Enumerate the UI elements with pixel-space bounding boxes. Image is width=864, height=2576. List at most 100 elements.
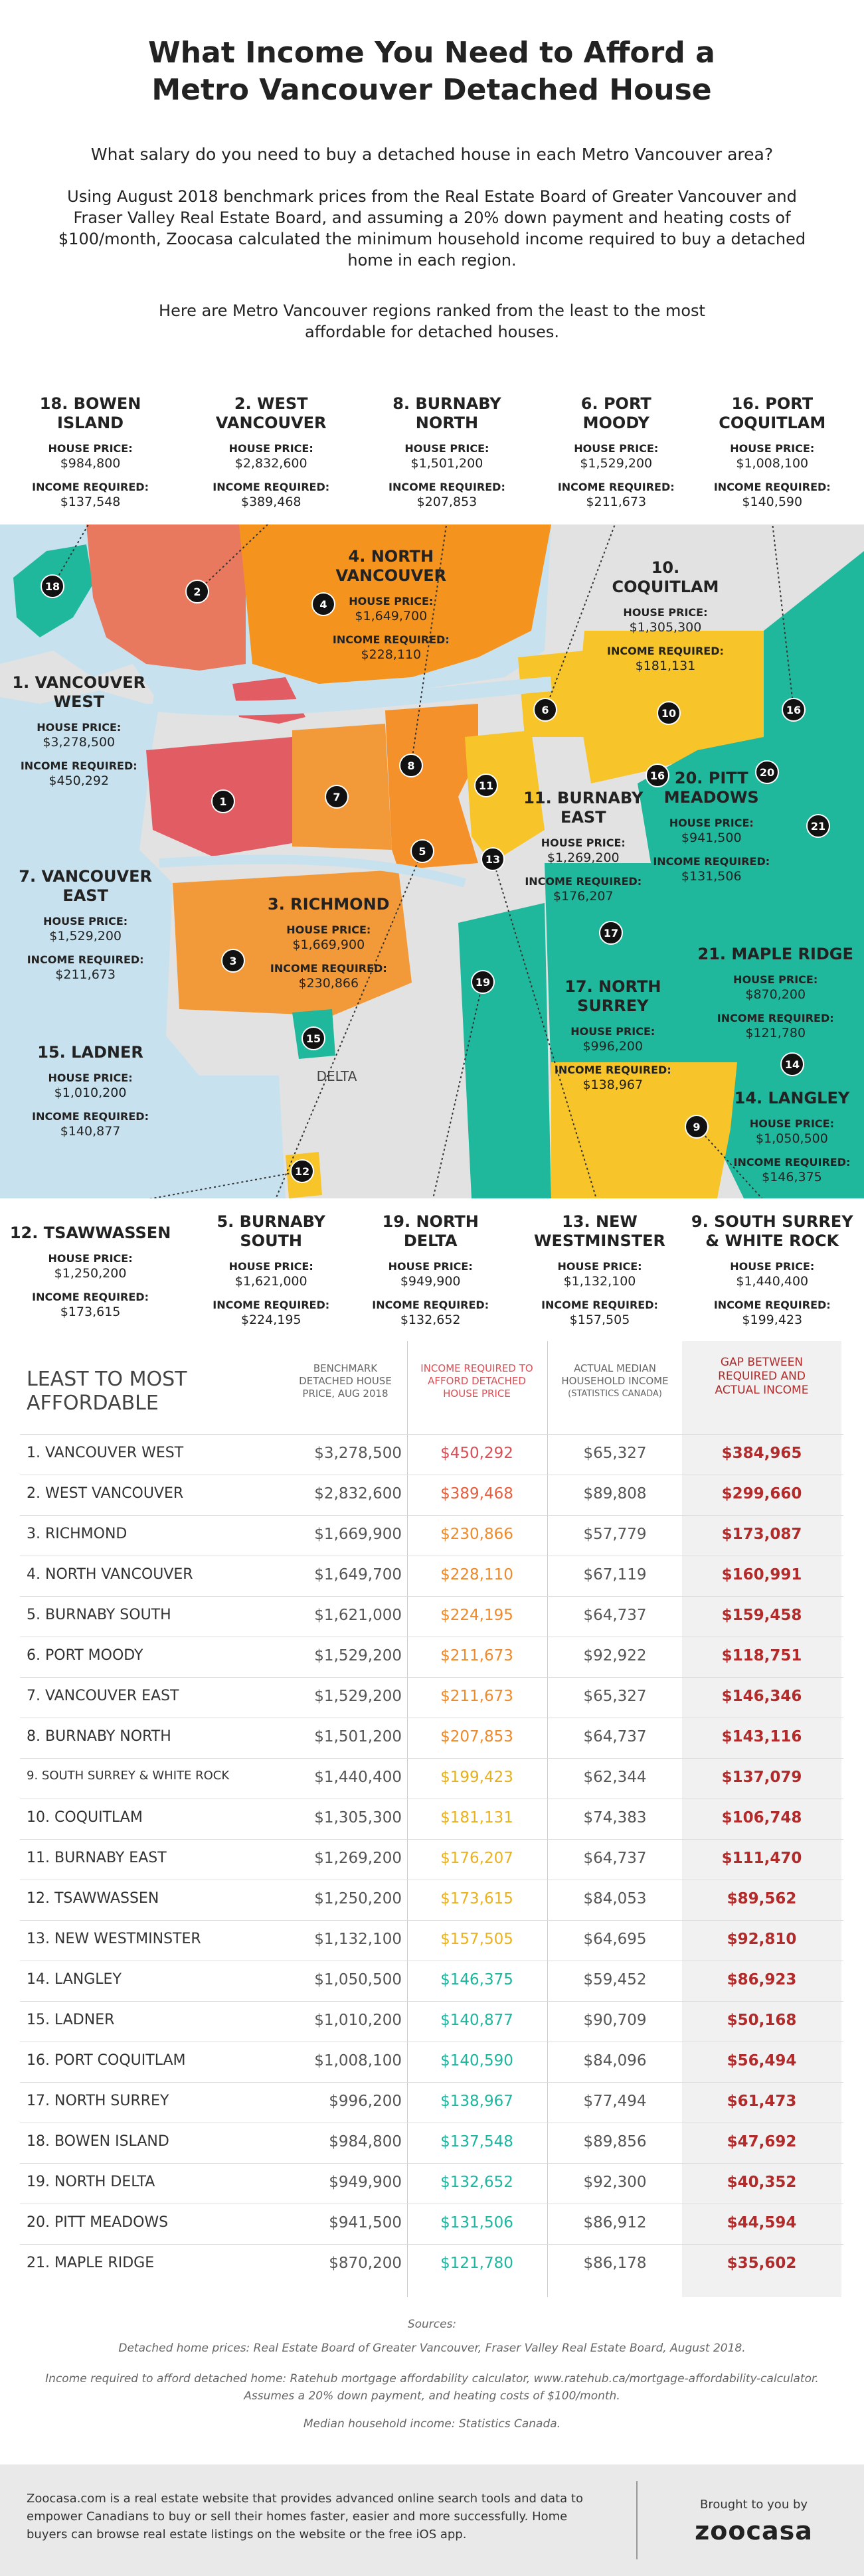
region-marker-number: 9: [693, 1121, 700, 1133]
region-label: 14. LANGLEY HOUSE PRICE: $1,050,500 INCOME …: [692, 1089, 864, 1185]
row-divider: [20, 2001, 843, 2002]
source-line: Assumes a 20% down payment, and heating …: [244, 2389, 620, 2403]
house-price: $1,621,000: [234, 1273, 307, 1289]
house-price: $1,501,200: [410, 455, 483, 471]
income-required: $211,673: [440, 1647, 513, 1664]
leader-line: [772, 524, 794, 710]
region-name: 15. LADNER: [27, 2012, 115, 2028]
region-marker: [599, 921, 623, 945]
region-name: 6. PORT MOODY: [27, 1647, 143, 1664]
region-marker-number: 6: [541, 704, 549, 716]
house-price-label: HOUSE PRICE:: [37, 721, 122, 734]
region-south-surrey: [551, 1062, 737, 1198]
source-line: Detached home prices: Real Estate Board …: [118, 2342, 746, 2355]
ranking-note: Here are Metro Vancouver regions ranked …: [159, 301, 705, 341]
leader-line: [545, 524, 616, 710]
income-label: INCOME REQUIRED:: [213, 1298, 330, 1311]
row-divider: [20, 2163, 843, 2164]
house-price-label: HOUSE PRICE:: [404, 442, 489, 455]
region-marker: [221, 949, 245, 973]
row-divider: [20, 2082, 843, 2083]
row-divider: [20, 2244, 843, 2245]
median-income: $64,737: [583, 1728, 647, 1745]
region-title: SOUTH: [240, 1231, 303, 1250]
region-label: 17. NORTH SURREY HOUSE PRICE: $996,200 INCOM…: [513, 977, 713, 1093]
region-title: MEADOWS: [663, 787, 759, 807]
row-divider: [20, 1434, 843, 1435]
column-header: BENCHMARK DETACHED HOUSE PRICE, AUG 2018: [299, 1362, 392, 1400]
median-income: $57,779: [583, 1526, 647, 1543]
income-gap: $160,991: [721, 1566, 802, 1583]
income-required: $450,292: [440, 1445, 513, 1462]
house-price-label: HOUSE PRICE:: [48, 1252, 133, 1265]
house-price: $1,649,700: [355, 608, 428, 623]
house-price: $984,800: [329, 2133, 402, 2150]
row-divider: [20, 1839, 843, 1840]
region-marker-number: 16: [650, 769, 665, 782]
house-price: $2,832,600: [314, 1485, 402, 1502]
region-marker-number: 19: [475, 976, 490, 989]
region-title: NORTH: [415, 413, 479, 432]
house-price-label: HOUSE PRICE:: [623, 606, 708, 619]
leader-line: [696, 1126, 763, 1198]
income-gap: $47,692: [727, 2133, 797, 2150]
region-marker-number: 8: [407, 760, 414, 772]
region-marker-number: 2: [193, 586, 201, 598]
region-title: COQUITLAM: [612, 578, 719, 597]
income-gap: $40,352: [727, 2174, 797, 2191]
region-title: MOODY: [582, 413, 649, 432]
region-title: 10.: [651, 558, 680, 578]
region-title: COQUITLAM: [719, 413, 826, 432]
region-marker: [806, 814, 830, 838]
house-price-label: HOUSE PRICE:: [228, 442, 313, 455]
region-marker: [290, 1159, 314, 1183]
region-label: 18. BOWEN ISLAND HOUSE PRICE: $984,800 INCOM…: [0, 394, 190, 510]
region-label: 6. PORT MOODY HOUSE PRICE: $1,529,200 INCOME…: [517, 394, 716, 510]
region-name: 12. TSAWWASSEN: [27, 1890, 159, 1907]
region-marker-number: 5: [418, 845, 426, 858]
income-label: INCOME REQUIRED:: [541, 1298, 658, 1311]
house-price: $2,832,600: [234, 455, 307, 471]
sources: Sources: Detached home prices: Real Esta…: [40, 2316, 824, 2433]
region-marker-number: 15: [306, 1032, 321, 1045]
region-surrey: [545, 863, 864, 1198]
region-name: 5. BURNABY SOUTH: [27, 1607, 171, 1623]
income-required: $211,673: [55, 967, 116, 983]
region-label: 3. RICHMOND HOUSE PRICE: $1,669,900 INCOME …: [229, 895, 428, 991]
income-required: $132,652: [400, 1312, 461, 1327]
region-title: 4. NORTH: [348, 546, 434, 566]
leader-line: [492, 858, 597, 1198]
income-required: $173,615: [60, 1305, 121, 1320]
region-title: 17. NORTH: [564, 977, 661, 997]
region-title: 14. LANGLEY: [734, 1089, 850, 1108]
region-marker-number: 11: [479, 779, 493, 792]
leader-line: [52, 524, 90, 587]
median-income: $89,808: [583, 1485, 647, 1502]
region-marker-number: 3: [229, 955, 236, 967]
income-label: INCOME REQUIRED:: [32, 1291, 149, 1304]
region-marker: [211, 789, 235, 813]
region-label: 2. WEST VANCOUVER HOUSE PRICE: $2,832,600 IN…: [171, 394, 371, 510]
income-required: $230,866: [440, 1526, 513, 1543]
median-income: $59,452: [583, 1971, 647, 1988]
region-label: 8. BURNABY NORTH HOUSE PRICE: $1,501,200 INC…: [347, 394, 547, 510]
income-label: INCOME REQUIRED:: [557, 480, 675, 493]
income-required: $146,375: [440, 1971, 513, 1988]
income-required: $181,131: [440, 1809, 513, 1826]
median-income: $62,344: [583, 1769, 647, 1786]
income-gap: $44,594: [727, 2214, 797, 2231]
region-marker: [410, 839, 434, 863]
income-label: INCOME REQUIRED:: [27, 953, 144, 967]
table: LEAST TO MOST AFFORDABLE BENCHMARK DETAC…: [0, 1341, 864, 2297]
income-gap: $50,168: [727, 2012, 797, 2029]
region-name: 18. BOWEN ISLAND: [27, 2133, 169, 2150]
row-divider: [20, 1515, 843, 1516]
region-title: 9. SOUTH SURREY: [691, 1212, 853, 1231]
region-name: 10. COQUITLAM: [27, 1809, 143, 1826]
region-marker: [302, 1026, 325, 1050]
leader-line: [410, 524, 448, 766]
house-price-label: HOUSE PRICE:: [557, 1259, 642, 1273]
